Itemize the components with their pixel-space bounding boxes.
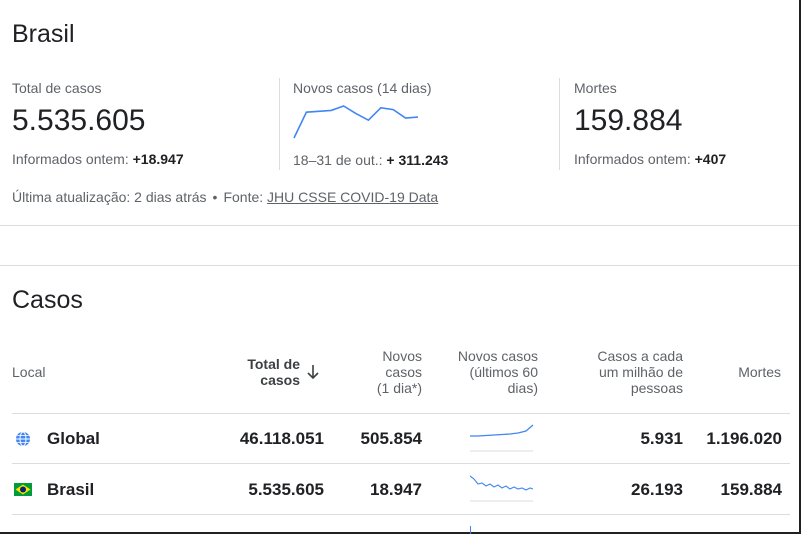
header-total-line: casos (260, 372, 300, 388)
next-row-trend-fragment (470, 526, 476, 534)
arrow-down-icon[interactable] (306, 364, 320, 380)
row-total: 5.535.605 (248, 480, 324, 499)
row-trend-chart (470, 424, 534, 452)
header-per-million-line: um milhão de (598, 364, 683, 380)
row-trend-chart (470, 475, 534, 502)
header-location[interactable]: Local (12, 364, 46, 380)
deaths-value: 159.884 (574, 104, 683, 137)
table-divider (12, 413, 790, 414)
header-new-line: (1 dia*) (376, 380, 422, 396)
last-update-line: Última atualização: 2 dias atrás • Fonte: … (12, 189, 438, 205)
header-per-million-line: Casos a cada (597, 348, 683, 364)
row-location[interactable]: Global (47, 429, 100, 448)
stat-divider (559, 78, 560, 170)
row-new: 505.854 (360, 429, 422, 448)
header-trend-line: dias) (507, 380, 538, 396)
row-location[interactable]: Brasil (47, 480, 95, 499)
header-new-line: Novos (382, 348, 422, 364)
total-cases-reported: Informados ontem: +18.947 (12, 151, 184, 167)
row-per-million: 5.931 (640, 429, 683, 448)
header-deaths[interactable]: Mortes (738, 364, 781, 380)
section-divider (0, 225, 799, 226)
header-new-line: casos (385, 364, 422, 380)
new-cases-period: 18–31 de out.: + 311.243 (293, 152, 449, 168)
row-new: 18.947 (370, 480, 422, 499)
row-deaths: 159.884 (720, 480, 782, 499)
trend-line (293, 105, 419, 139)
source-link[interactable]: JHU CSSE COVID-19 Data (267, 189, 439, 205)
new-cases-label: Novos casos (14 dias) (293, 80, 432, 96)
header-trend-line: (últimos 60 (469, 364, 538, 380)
row-per-million: 26.193 (631, 480, 683, 499)
row-deaths: 1.196.020 (706, 429, 782, 448)
header-new-cases[interactable]: Novos casos (1 dia*) (340, 348, 422, 396)
table-divider (12, 463, 790, 464)
deaths-reported: Informados ontem: +407 (574, 151, 727, 167)
header-per-million-line: pessoas (630, 380, 683, 396)
deaths-label: Mortes (574, 80, 617, 96)
header-total-cases[interactable]: Total de casos (230, 356, 300, 388)
header-trend-line: Novos casos (457, 348, 538, 364)
new-cases-trend-chart (293, 105, 419, 139)
separator-dot: • (212, 189, 218, 205)
header-trend[interactable]: Novos casos (últimos 60 dias) (446, 348, 538, 396)
section-divider (0, 265, 799, 266)
header-total-line: Total de (247, 356, 300, 372)
last-update-text: Última atualização: 2 dias atrás (12, 189, 207, 205)
header-per-million[interactable]: Casos a cada um milhão de pessoas (580, 348, 683, 396)
window-border-right (799, 0, 801, 534)
cases-section-title: Casos (12, 286, 83, 314)
total-cases-label: Total de casos (12, 80, 102, 96)
table-divider (12, 514, 790, 515)
brazil-flag-icon (14, 483, 32, 496)
page-title: Brasil (12, 20, 75, 48)
total-cases-value: 5.535.605 (12, 104, 146, 137)
row-total: 46.118.051 (239, 429, 324, 448)
source-prefix: Fonte: (223, 189, 268, 205)
stat-divider (279, 78, 280, 170)
window-border-bottom (0, 532, 801, 534)
globe-icon (16, 431, 30, 447)
